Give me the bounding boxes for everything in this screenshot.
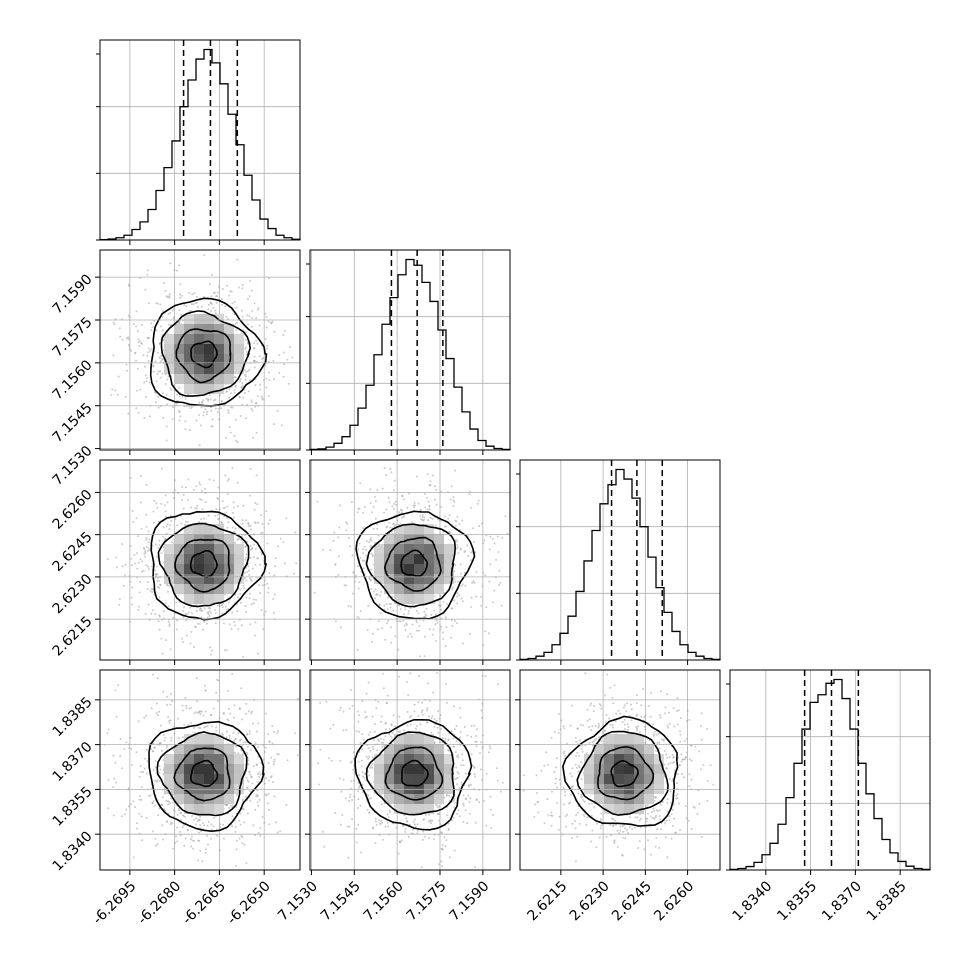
contour-2 (174, 538, 231, 593)
x-tick-label: 7.1545 (318, 878, 364, 924)
y-tick-label: 7.1545 (50, 400, 96, 446)
contour-1 (156, 731, 248, 817)
contour-1 (365, 523, 457, 608)
x-tick-label: 1.8355 (774, 878, 820, 924)
y-tick-label: 7.1530 (50, 443, 96, 489)
x-tick-label: 2.6215 (524, 878, 570, 924)
histogram-0 (99, 48, 301, 241)
y-tick-label: 1.8340 (50, 829, 96, 875)
x-tick-label: 7.1575 (404, 878, 450, 924)
x-tick-label: -6.2665 (179, 878, 229, 928)
histogram-2 (519, 468, 721, 661)
y-tick-label: 7.1575 (50, 314, 96, 360)
histogram-1 (309, 258, 511, 451)
x-tick-label: 1.8340 (729, 878, 775, 924)
x-tick-label: 2.6245 (609, 878, 655, 924)
contour-2 (175, 328, 232, 384)
panel-2-2 (516, 459, 721, 665)
histogram-3 (729, 678, 931, 871)
y-tick-label: 2.6245 (50, 529, 96, 575)
y-tick-label: 7.1560 (50, 357, 96, 403)
contour-3 (190, 340, 219, 369)
contour-3 (400, 549, 429, 577)
panel-frame (309, 249, 511, 451)
panel-frame (99, 249, 301, 451)
panel-frame (99, 459, 301, 661)
x-tick-label: 2.6260 (651, 878, 697, 924)
contour-1 (157, 522, 250, 608)
panel-1-1 (306, 249, 511, 455)
y-tick-label: 1.8370 (50, 739, 96, 785)
panel-2-1 (305, 459, 511, 665)
contour-2 (173, 747, 231, 802)
contour-2 (597, 746, 655, 801)
contour-0 (148, 720, 265, 833)
density-bins (584, 734, 664, 814)
panel-frame (519, 669, 721, 871)
x-tick-label: 2.6230 (567, 878, 613, 924)
panel-frame (729, 669, 931, 871)
y-tick-label: 1.8355 (50, 784, 96, 830)
x-tick-label: -6.2680 (135, 878, 185, 928)
contour-0 (150, 510, 268, 621)
y-tick-label: 2.6215 (50, 613, 96, 659)
panel-frame (309, 459, 511, 661)
panel-frame (519, 459, 721, 661)
x-tick-label: -6.2650 (224, 878, 274, 928)
panel-0-0 (96, 39, 301, 245)
contour-3 (189, 550, 219, 578)
panel-frame (309, 669, 511, 871)
y-tick-label: 1.8385 (50, 694, 96, 740)
x-tick-label: 1.8385 (864, 878, 910, 924)
panel-frame (99, 39, 301, 241)
y-tick-label: 7.1590 (50, 271, 96, 317)
contour-3 (401, 759, 429, 787)
contour-0 (149, 297, 268, 407)
contour-3 (190, 759, 219, 788)
x-tick-label: 7.1530 (275, 878, 321, 924)
contour-2 (384, 746, 444, 801)
density-bins (374, 734, 454, 814)
contour-1 (160, 310, 252, 397)
density-bins (164, 314, 244, 394)
x-tick-label: 1.8370 (819, 878, 865, 924)
contour-0 (562, 715, 679, 827)
y-tick-label: 2.6230 (50, 571, 96, 617)
contour-2 (383, 536, 442, 592)
x-tick-label: -6.2695 (90, 878, 140, 928)
panel-frame (99, 669, 301, 871)
contour-3 (610, 759, 640, 788)
contour-0 (355, 510, 476, 620)
panel-3-0: -6.2695-6.2680-6.2665-6.2650 1.83401.8355… (50, 669, 301, 928)
contour-0 (354, 719, 473, 831)
y-tick-label: 2.6260 (50, 487, 96, 533)
contour-1 (365, 731, 455, 816)
x-tick-label: 7.1590 (447, 878, 493, 924)
contour-1 (576, 730, 669, 816)
x-tick-label: 7.1560 (361, 878, 407, 924)
